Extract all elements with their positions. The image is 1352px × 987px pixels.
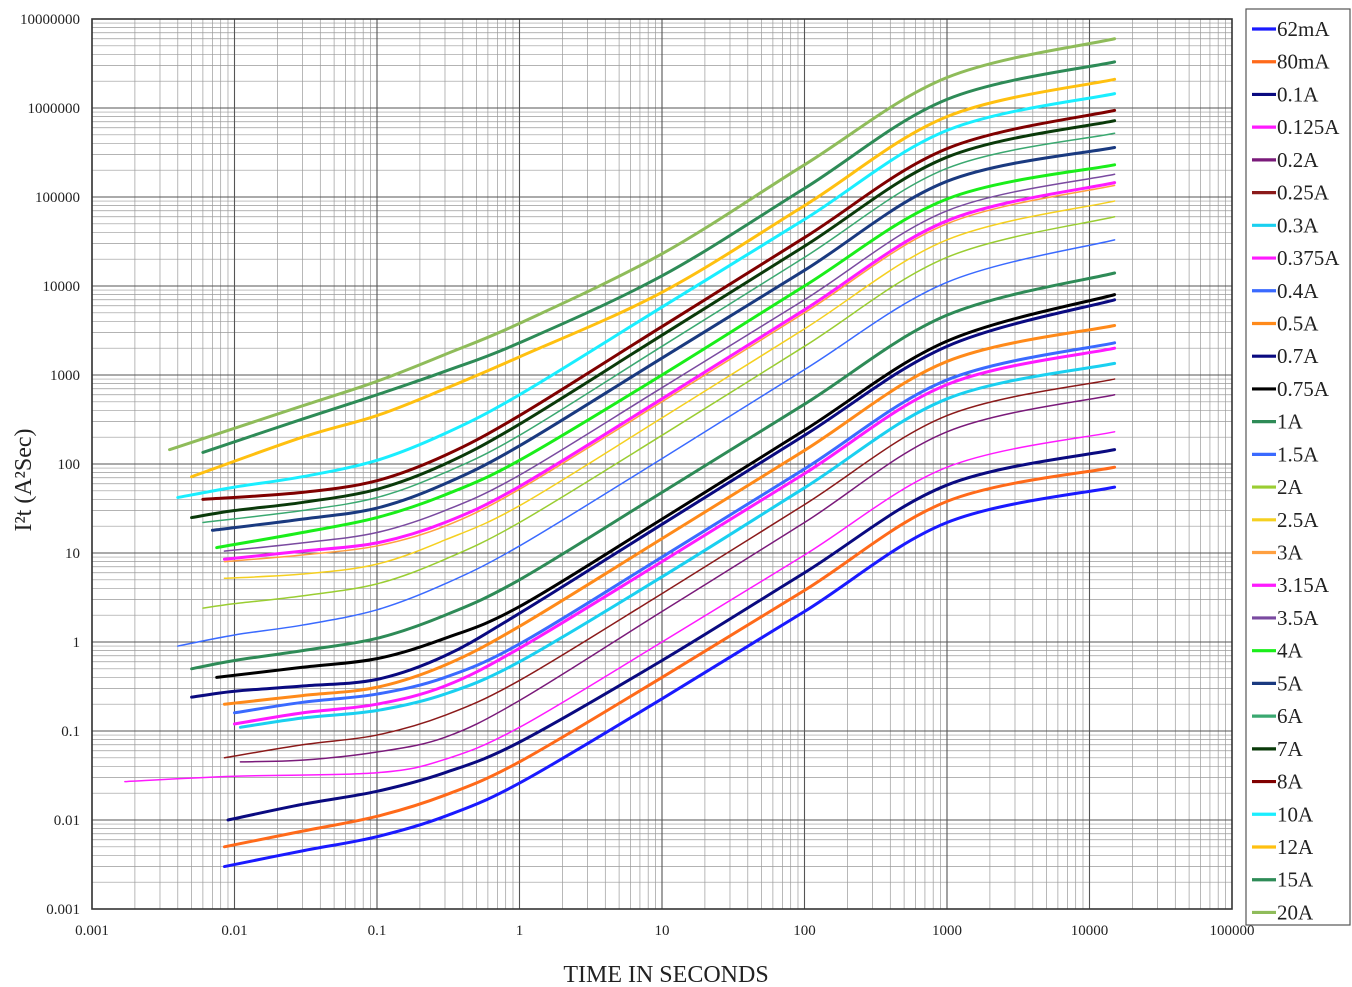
legend-label: 0.7A bbox=[1277, 344, 1319, 368]
legend-label: 5A bbox=[1277, 671, 1304, 695]
y-tick-label: 0.01 bbox=[54, 813, 80, 829]
plot-frame bbox=[91, 18, 1233, 910]
y-tick-label: 0.001 bbox=[46, 902, 80, 918]
series-line-4A bbox=[215, 163, 1117, 550]
series-line-12A bbox=[190, 77, 1117, 479]
legend-label: 3.15A bbox=[1277, 573, 1330, 597]
series-line-15A bbox=[201, 60, 1117, 454]
y-tick-labels: 0.001 0.01 0.1 1 10 100 1000 10000 100000 1000000… bbox=[20, 12, 80, 918]
series-line-1_5A bbox=[177, 239, 1116, 647]
legend-label: 0.25A bbox=[1277, 181, 1330, 205]
x-tick-label: 0.001 bbox=[75, 923, 109, 939]
x-tick-label: 100000 bbox=[1210, 923, 1255, 939]
y-tick-label: 10 bbox=[65, 546, 80, 562]
series-line-7A bbox=[190, 119, 1117, 520]
x-tick-label: 0.01 bbox=[221, 923, 247, 939]
series-line-3A bbox=[223, 184, 1116, 563]
x-tick-label: 0.1 bbox=[368, 923, 387, 939]
series-line-1A bbox=[190, 271, 1117, 671]
series-line-5A bbox=[210, 145, 1117, 532]
series-line-6A bbox=[202, 132, 1116, 524]
x-tick-label: 100 bbox=[793, 923, 816, 939]
legend-label: 8A bbox=[1277, 770, 1304, 794]
legend-label: 12A bbox=[1277, 835, 1314, 859]
series-line-0_75A bbox=[215, 293, 1117, 679]
x-tick-label: 1000 bbox=[932, 923, 962, 939]
legend-label: 20A bbox=[1277, 900, 1314, 924]
legend-label: 7A bbox=[1277, 737, 1304, 761]
y-tick-label: 100 bbox=[58, 457, 81, 473]
x-tick-label: 10 bbox=[655, 923, 670, 939]
legend-label: 0.2A bbox=[1277, 148, 1319, 172]
series-line-80mA bbox=[222, 465, 1117, 849]
legend-label: 3.5A bbox=[1277, 606, 1319, 630]
legend-label: 0.3A bbox=[1277, 213, 1319, 237]
y-axis-title: I²t (A²Sec) bbox=[11, 428, 37, 531]
legend-label: 6A bbox=[1277, 704, 1304, 728]
series-line-0_4A bbox=[233, 341, 1117, 715]
legend-label: 80mA bbox=[1277, 50, 1330, 74]
x-tick-label: 10000 bbox=[1071, 923, 1109, 939]
legend-label: 1A bbox=[1277, 410, 1304, 434]
series-line-0_5A bbox=[222, 323, 1117, 706]
legend-label: 3A bbox=[1277, 541, 1304, 565]
legend-label: 10A bbox=[1277, 802, 1314, 826]
y-tick-label: 1000000 bbox=[28, 101, 81, 117]
series-line-62mA bbox=[222, 485, 1117, 869]
y-tick-label: 1 bbox=[73, 635, 81, 651]
series-line-0_1A bbox=[226, 448, 1117, 822]
y-tick-label: 10000 bbox=[43, 279, 81, 295]
legend-label: 2A bbox=[1277, 475, 1304, 499]
legend: 62mA 80mA 0.1A 0.125A 0.2A 0.25A 0.3A 0.375A 0.4… bbox=[1252, 17, 1340, 924]
legend-label: 2.5A bbox=[1277, 508, 1319, 532]
series-line-2A bbox=[202, 215, 1116, 609]
series-line-0_7A bbox=[190, 298, 1117, 699]
legend-label: 0.375A bbox=[1277, 246, 1340, 270]
series-lines bbox=[124, 37, 1117, 869]
series-line-3_5A bbox=[223, 173, 1116, 552]
x-tick-labels: 0.001 0.01 0.1 1 10 100 1000 10000 100000 bbox=[75, 923, 1254, 939]
legend-label: 0.125A bbox=[1277, 115, 1340, 139]
series-line-0_3A bbox=[238, 361, 1117, 729]
x-tick-label: 1 bbox=[516, 923, 524, 939]
legend-label: 4A bbox=[1277, 639, 1304, 663]
series-line-0_125A bbox=[124, 431, 1116, 783]
series-line-0_25A bbox=[223, 378, 1116, 759]
legend-label: 62mA bbox=[1277, 17, 1330, 41]
legend-label: 1.5A bbox=[1277, 442, 1319, 466]
x-axis-title: TIME IN SECONDS bbox=[563, 962, 768, 987]
y-tick-label: 1000 bbox=[50, 368, 80, 384]
legend-box bbox=[1245, 8, 1351, 926]
legend-label: 0.5A bbox=[1277, 311, 1319, 335]
legend-label: 15A bbox=[1277, 868, 1314, 892]
series-line-2_5A bbox=[223, 200, 1116, 580]
y-tick-label: 100000 bbox=[35, 190, 80, 206]
series-line-8A bbox=[201, 108, 1117, 501]
legend-label: 0.1A bbox=[1277, 82, 1319, 106]
legend-label: 0.75A bbox=[1277, 377, 1330, 401]
y-tick-label: 0.1 bbox=[61, 724, 80, 740]
series-line-0_2A bbox=[239, 393, 1116, 763]
y-tick-label: 10000000 bbox=[20, 12, 80, 28]
series-line-10A bbox=[176, 92, 1117, 500]
series-line-20A bbox=[168, 37, 1117, 452]
legend-label: 0.4A bbox=[1277, 279, 1319, 303]
series-line-3_15A bbox=[222, 181, 1117, 561]
series-line-0_375A bbox=[233, 346, 1117, 726]
